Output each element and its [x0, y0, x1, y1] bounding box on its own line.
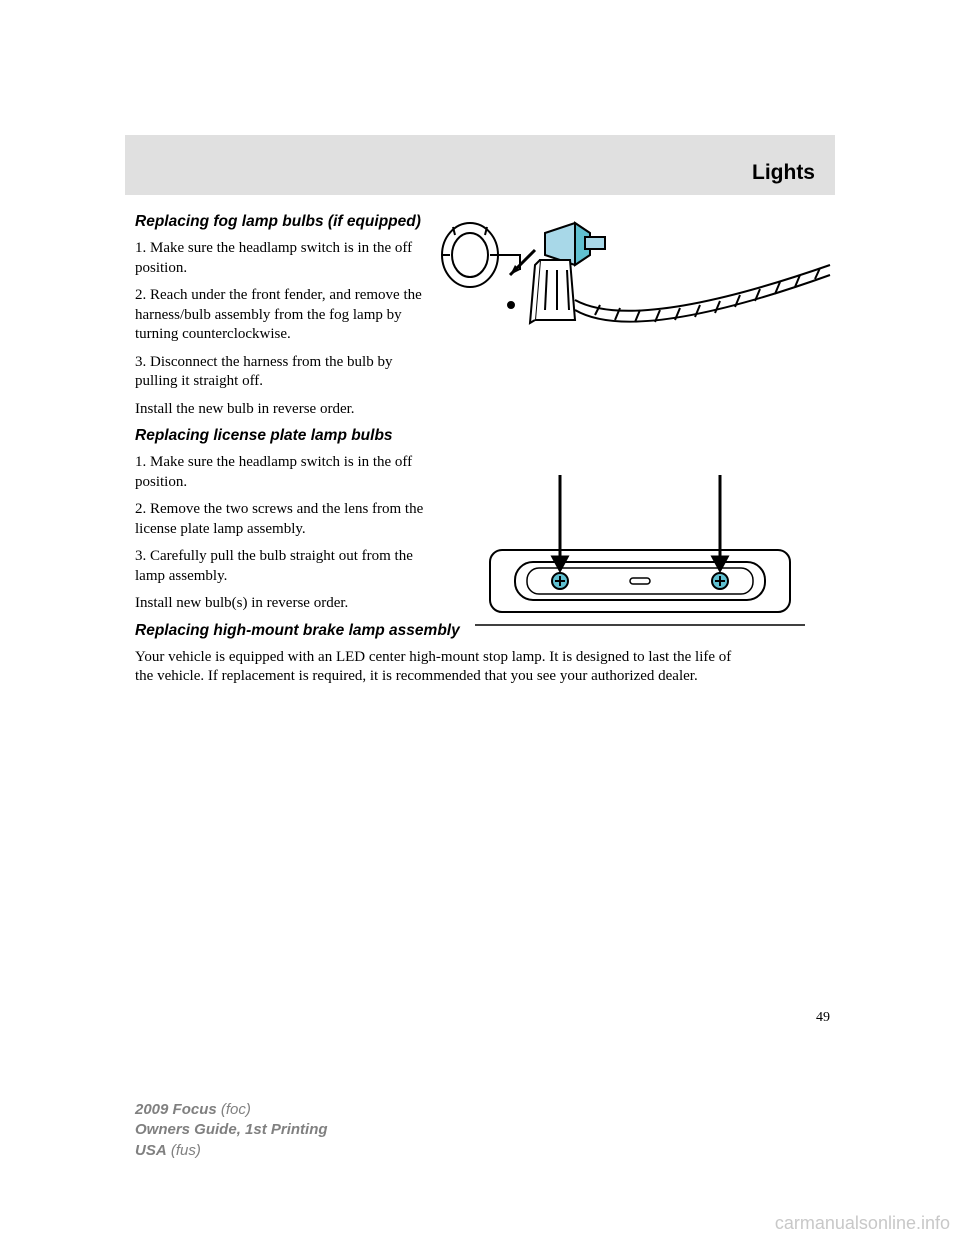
license-plate-figure: [455, 465, 825, 635]
footer-line-2: Owners Guide, 1st Printing: [135, 1120, 328, 1140]
paragraph: 2. Reach under the front fender, and rem…: [135, 286, 425, 345]
footer-model: 2009 Focus: [135, 1101, 217, 1118]
paragraph: 1. Make sure the headlamp switch is in t…: [135, 239, 425, 278]
watermark: carmanualsonline.info: [775, 1213, 950, 1234]
footer-code: (foc): [217, 1101, 251, 1118]
paragraph: 1. Make sure the headlamp switch is in t…: [135, 453, 425, 492]
footer-line-3: USA (fus): [135, 1141, 328, 1161]
footer-region: USA: [135, 1142, 167, 1159]
paragraph: Install the new bulb in reverse order.: [135, 400, 425, 420]
paragraph: 3. Carefully pull the bulb straight out …: [135, 547, 425, 586]
paragraph: Install new bulb(s) in reverse order.: [135, 594, 425, 614]
footer-line-1: 2009 Focus (foc): [135, 1100, 328, 1120]
fog-lamp-figure: [435, 215, 835, 355]
paragraph: 3. Disconnect the harness from the bulb …: [135, 353, 425, 392]
chapter-header-bar: Lights: [125, 135, 835, 195]
paragraph: 2. Remove the two screws and the lens fr…: [135, 500, 425, 539]
footer: 2009 Focus (foc) Owners Guide, 1st Print…: [135, 1100, 328, 1161]
paragraph: Your vehicle is equipped with an LED cen…: [135, 648, 735, 687]
section-heading: Replacing license plate lamp bulbs: [135, 427, 835, 445]
page-number: 49: [816, 1010, 830, 1026]
chapter-title: Lights: [752, 161, 815, 185]
footer-region-code: (fus): [167, 1142, 201, 1159]
